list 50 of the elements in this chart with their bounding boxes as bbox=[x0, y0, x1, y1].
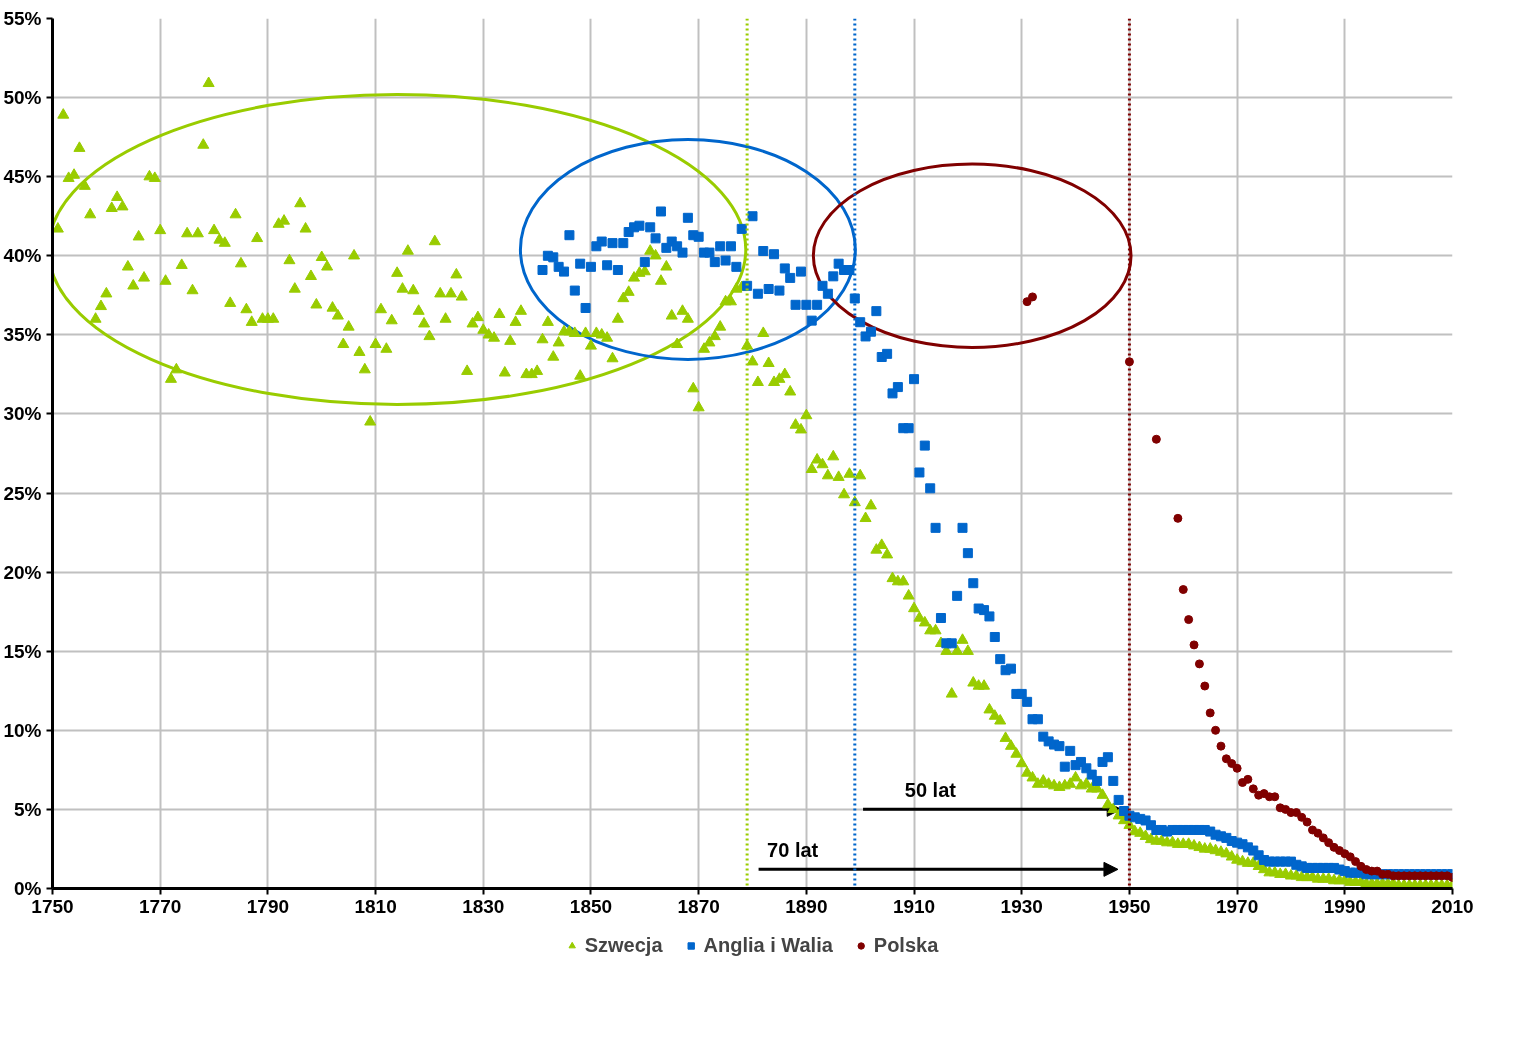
point bbox=[1028, 292, 1037, 302]
x-tick-label: 1950 bbox=[1108, 895, 1151, 917]
y-tick-label: 45% bbox=[3, 166, 42, 188]
point bbox=[1211, 725, 1221, 735]
x-tick-label: 1990 bbox=[1323, 895, 1366, 917]
x-tick-label: 1910 bbox=[892, 895, 936, 917]
point bbox=[1205, 708, 1215, 718]
x-tick-label: 1770 bbox=[139, 895, 182, 917]
y-tick-label: 20% bbox=[3, 561, 42, 583]
x-tick-label: 1930 bbox=[1000, 895, 1043, 917]
point bbox=[1302, 817, 1312, 827]
y-tick-label: 10% bbox=[3, 719, 42, 741]
point bbox=[1248, 784, 1258, 794]
legend-label: Szwecja bbox=[584, 933, 663, 957]
point bbox=[1318, 833, 1328, 843]
point bbox=[1200, 681, 1210, 691]
annotation: 70 lat bbox=[767, 839, 819, 862]
annotation: 50 lat bbox=[904, 779, 957, 802]
point bbox=[1297, 812, 1307, 822]
legend-label: Anglia i Walia bbox=[703, 933, 833, 957]
x-tick-label: 2010 bbox=[1431, 895, 1474, 917]
x-tick-label: 1850 bbox=[569, 895, 613, 917]
y-tick-label: 55% bbox=[3, 8, 42, 29]
point bbox=[1173, 513, 1183, 523]
point bbox=[1232, 763, 1242, 773]
x-tick-label: 1830 bbox=[462, 895, 505, 917]
point bbox=[1216, 741, 1226, 751]
x-tick-label: 1890 bbox=[785, 895, 828, 917]
x-tick-label: 1790 bbox=[246, 895, 290, 917]
point bbox=[1345, 852, 1355, 862]
point bbox=[1189, 640, 1199, 650]
y-tick-label: 30% bbox=[3, 403, 42, 425]
x-tick-label: 1810 bbox=[354, 895, 397, 917]
x-tick-label: 1870 bbox=[677, 895, 720, 917]
x-tick-label: 1970 bbox=[1215, 895, 1259, 917]
y-tick-label: 25% bbox=[3, 482, 42, 504]
point bbox=[1184, 615, 1194, 625]
point bbox=[1313, 828, 1323, 838]
y-tick-label: 15% bbox=[3, 640, 42, 662]
point bbox=[1221, 754, 1231, 764]
legend-label: Polska bbox=[873, 933, 939, 957]
point bbox=[1194, 659, 1204, 669]
y-tick-label: 35% bbox=[3, 324, 42, 346]
point bbox=[1243, 774, 1253, 784]
y-tick-label: 40% bbox=[3, 245, 42, 267]
point bbox=[1151, 434, 1161, 444]
point bbox=[1178, 585, 1188, 595]
point bbox=[1022, 297, 1032, 307]
y-tick-label: 50% bbox=[3, 87, 42, 109]
y-tick-label: 5% bbox=[14, 798, 42, 820]
